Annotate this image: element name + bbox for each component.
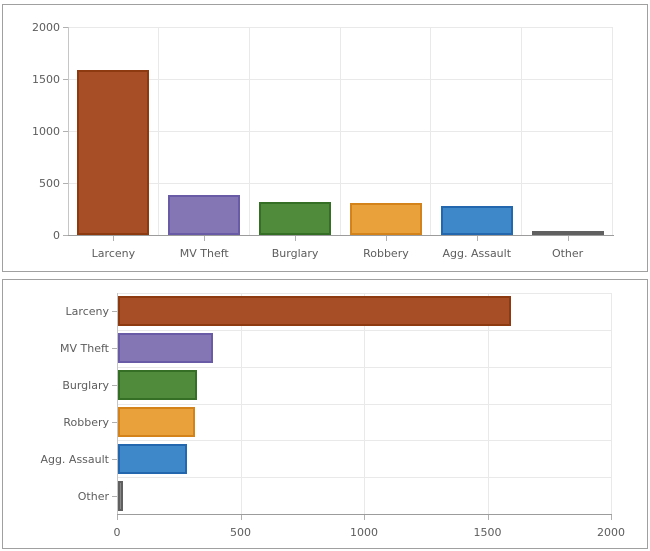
bar-larceny[interactable]	[118, 296, 511, 327]
x-axis-tick-label: 500	[230, 526, 251, 539]
y-axis-tick	[63, 235, 68, 236]
x-axis-tick-label: 0	[113, 526, 121, 539]
x-axis-tick	[385, 236, 387, 241]
horizontal-chart-plot-area: 0 500 1000 1500 2000 Larceny MV Theft Burglary R…	[40, 293, 625, 539]
bar-agg-assault[interactable]	[440, 205, 513, 235]
y-axis-line	[68, 27, 69, 235]
y-axis-tick-label: 0	[53, 229, 60, 242]
bar-mv-theft[interactable]	[168, 194, 241, 235]
y-axis-tick	[63, 131, 68, 132]
y-axis-tick-label: 1000	[32, 125, 60, 138]
x-axis-tick	[611, 515, 612, 520]
y-axis-tick	[112, 421, 117, 423]
x-axis-tick	[240, 515, 242, 520]
x-axis-tick	[117, 515, 118, 520]
x-axis-category-label: MV Theft	[179, 247, 229, 260]
y-axis-category-label: Robbery	[63, 415, 109, 429]
y-axis-tick	[112, 495, 117, 497]
gridline	[68, 27, 613, 28]
x-axis-category-label: Agg. Assault	[442, 247, 512, 260]
y-axis-category-label: Larceny	[65, 305, 109, 319]
bar-other[interactable]	[531, 231, 604, 235]
bar-robbery[interactable]	[349, 202, 422, 235]
x-axis-tick	[295, 236, 297, 241]
horizontal-bar-chart-panel: 0 500 1000 1500 2000 Larceny MV Theft Burglary R…	[2, 279, 648, 549]
y-axis-tick-label: 500	[39, 177, 60, 190]
x-axis-tick-label: 1000	[350, 526, 378, 539]
y-axis-category-label: MV Theft	[60, 342, 109, 356]
y-axis-tick	[112, 348, 117, 350]
y-axis-tick-label: 1500	[32, 73, 60, 86]
gridline	[612, 27, 613, 235]
gridline	[68, 79, 613, 80]
gridline	[157, 27, 159, 235]
x-axis-line	[68, 235, 614, 236]
x-axis-tick	[476, 236, 478, 241]
bar-robbery[interactable]	[118, 406, 195, 437]
y-axis-line	[117, 293, 118, 514]
x-axis-category-label: Burglary	[271, 247, 319, 260]
x-axis-category-label: Larceny	[91, 247, 136, 260]
bar-burglary[interactable]	[118, 370, 198, 401]
gridline	[364, 293, 365, 514]
vertical-chart-plot-area: 0 500 1000 1500 2000 Larceny MV Theft Burglary R…	[32, 21, 614, 260]
x-axis-line	[117, 514, 612, 515]
bar-larceny[interactable]	[77, 69, 150, 235]
x-axis-category-label: Other	[551, 247, 584, 260]
x-axis-tick	[364, 515, 365, 520]
y-axis-tick	[112, 311, 117, 313]
y-axis-category-label: Agg. Assault	[40, 452, 109, 466]
gridline	[68, 183, 613, 184]
y-axis-category-label: Burglary	[62, 379, 109, 393]
y-axis-tick	[63, 79, 68, 80]
gridline	[248, 27, 250, 235]
y-axis-tick	[63, 27, 68, 28]
x-axis-tick	[487, 515, 489, 520]
x-axis-tick	[567, 236, 569, 241]
x-axis-tick-label: 1500	[473, 526, 502, 539]
gridline	[521, 27, 523, 235]
bar-other[interactable]	[118, 480, 123, 511]
bar-burglary[interactable]	[259, 201, 332, 235]
gridline	[611, 293, 612, 514]
bar-mv-theft[interactable]	[118, 333, 214, 364]
y-axis-tick	[63, 183, 68, 184]
gridline	[339, 27, 341, 235]
x-axis-tick	[113, 236, 115, 241]
bar-agg-assault[interactable]	[118, 443, 188, 474]
y-axis-tick-label: 2000	[32, 21, 60, 34]
y-axis-category-label: Other	[77, 489, 109, 503]
gridline	[240, 293, 242, 514]
x-axis-category-label: Robbery	[363, 247, 409, 260]
vertical-bar-chart-panel: 0 500 1000 1500 2000 Larceny MV Theft Burglary R…	[2, 4, 648, 272]
y-axis-tick	[112, 458, 117, 460]
gridline	[430, 27, 432, 235]
x-axis-tick	[204, 236, 206, 241]
gridline	[487, 293, 489, 514]
gridline	[68, 131, 613, 132]
y-axis-tick	[112, 385, 117, 387]
x-axis-tick-label: 2000	[597, 526, 625, 539]
